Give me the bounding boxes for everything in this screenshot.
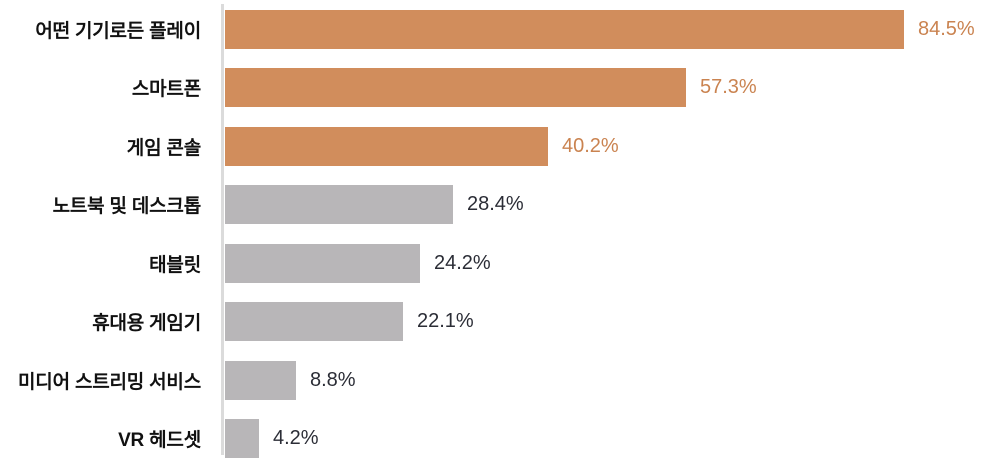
bar-area: 24.2%	[225, 234, 993, 293]
bar-area: 4.2%	[225, 410, 993, 468]
category-label: 게임 콘솔	[126, 137, 201, 159]
category-label: 노트북 및 데스크톱	[52, 196, 202, 218]
bar-row: 게임 콘솔 40.2%	[0, 117, 993, 176]
category-label: 휴대용 게임기	[92, 313, 201, 335]
bar	[225, 302, 403, 342]
bar-row: 미디어 스트리밍 서비스 8.8%	[0, 351, 993, 410]
bar-area: 84.5%	[225, 0, 993, 59]
value-label: 4.2%	[273, 427, 319, 450]
bar-row: 휴대용 게임기 22.1%	[0, 293, 993, 352]
bar-area: 28.4%	[225, 176, 993, 235]
value-label: 24.2%	[434, 251, 491, 274]
value-label: 22.1%	[417, 310, 474, 333]
bar	[225, 360, 296, 400]
value-label: 57.3%	[700, 76, 757, 99]
bar-row: 태블릿 24.2%	[0, 234, 993, 293]
bar	[225, 68, 686, 108]
bar	[225, 126, 548, 166]
value-label: 28.4%	[467, 193, 524, 216]
bar-row: 어떤 기기로든 플레이 84.5%	[0, 0, 993, 59]
category-label: 태블릿	[149, 254, 201, 276]
bar-row: VR 헤드셋 4.2%	[0, 410, 993, 468]
category-label: 미디어 스트리밍 서비스	[18, 371, 201, 393]
category-label: VR 헤드셋	[118, 430, 201, 452]
category-label: 어떤 기기로든 플레이	[35, 20, 201, 42]
value-label: 8.8%	[310, 368, 356, 391]
bar	[225, 243, 420, 283]
bar	[225, 419, 259, 459]
bar-area: 8.8%	[225, 351, 993, 410]
bar-area: 57.3%	[225, 59, 993, 118]
value-label: 40.2%	[562, 134, 619, 157]
y-axis-line	[221, 4, 224, 455]
bar-row: 노트북 및 데스크톱 28.4%	[0, 176, 993, 235]
bar	[225, 9, 904, 49]
bar-area: 22.1%	[225, 293, 993, 352]
bar-row: 스마트폰 57.3%	[0, 59, 993, 118]
bar-area: 40.2%	[225, 117, 993, 176]
bar	[225, 185, 453, 225]
value-label: 84.5%	[918, 17, 975, 40]
category-label: 스마트폰	[131, 79, 201, 101]
